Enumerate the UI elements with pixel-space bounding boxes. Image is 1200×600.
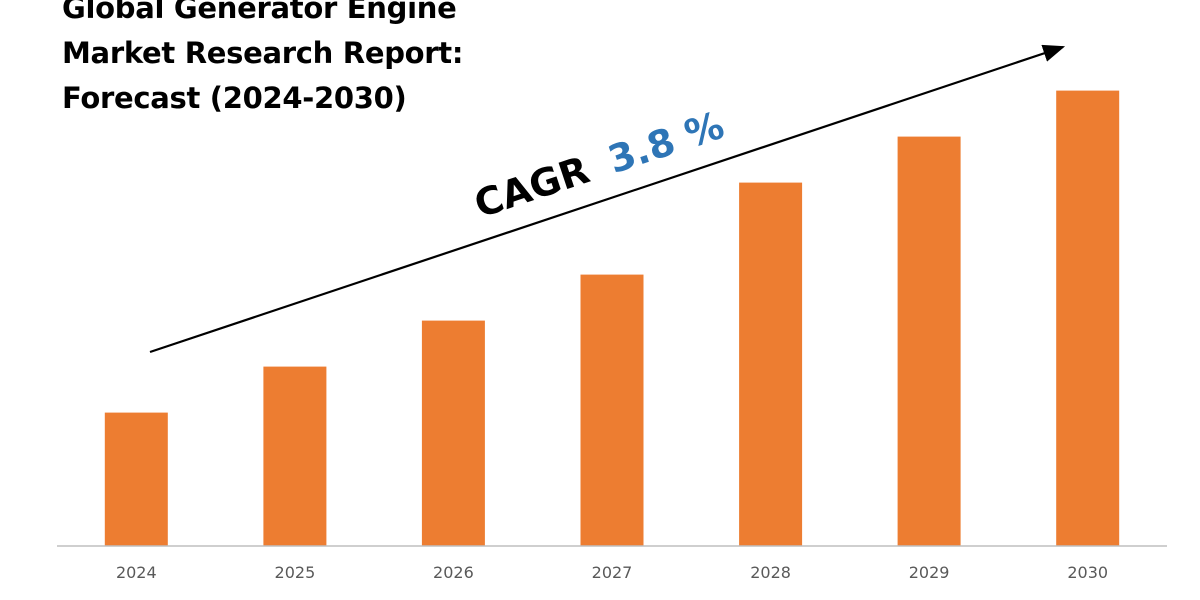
cagr-prefix: CAGR bbox=[469, 148, 595, 227]
cagr-value: 3.8 % bbox=[603, 103, 729, 182]
x-tick-label: 2025 bbox=[275, 563, 316, 582]
x-tick-label: 2030 bbox=[1067, 563, 1108, 582]
x-tick-label: 2028 bbox=[750, 563, 791, 582]
bar-2028 bbox=[739, 182, 803, 546]
bar-2025 bbox=[263, 366, 327, 546]
chart-title-line-3: Forecast (2024-2030) bbox=[62, 81, 406, 115]
x-tick-label: 2024 bbox=[116, 563, 157, 582]
bar-2024 bbox=[104, 412, 168, 546]
bar-2027 bbox=[580, 274, 644, 546]
cagr-annotation: CAGR 3.8 % bbox=[469, 103, 729, 227]
bars-group bbox=[104, 90, 1120, 546]
trend-arrow bbox=[149, 44, 1066, 354]
x-tick-label: 2026 bbox=[433, 563, 474, 582]
bar-2029 bbox=[897, 136, 961, 546]
bar-2030 bbox=[1056, 90, 1120, 546]
x-tick-label: 2029 bbox=[909, 563, 950, 582]
bar-2026 bbox=[421, 320, 485, 546]
x-tick-labels: 2024 2025 2026 2027 2028 2029 2030 bbox=[116, 563, 1108, 582]
x-tick-label: 2027 bbox=[592, 563, 633, 582]
chart-title-line-2: Market Research Report: bbox=[62, 36, 463, 70]
chart-title-line-1: Global Generator Engine bbox=[62, 0, 456, 25]
